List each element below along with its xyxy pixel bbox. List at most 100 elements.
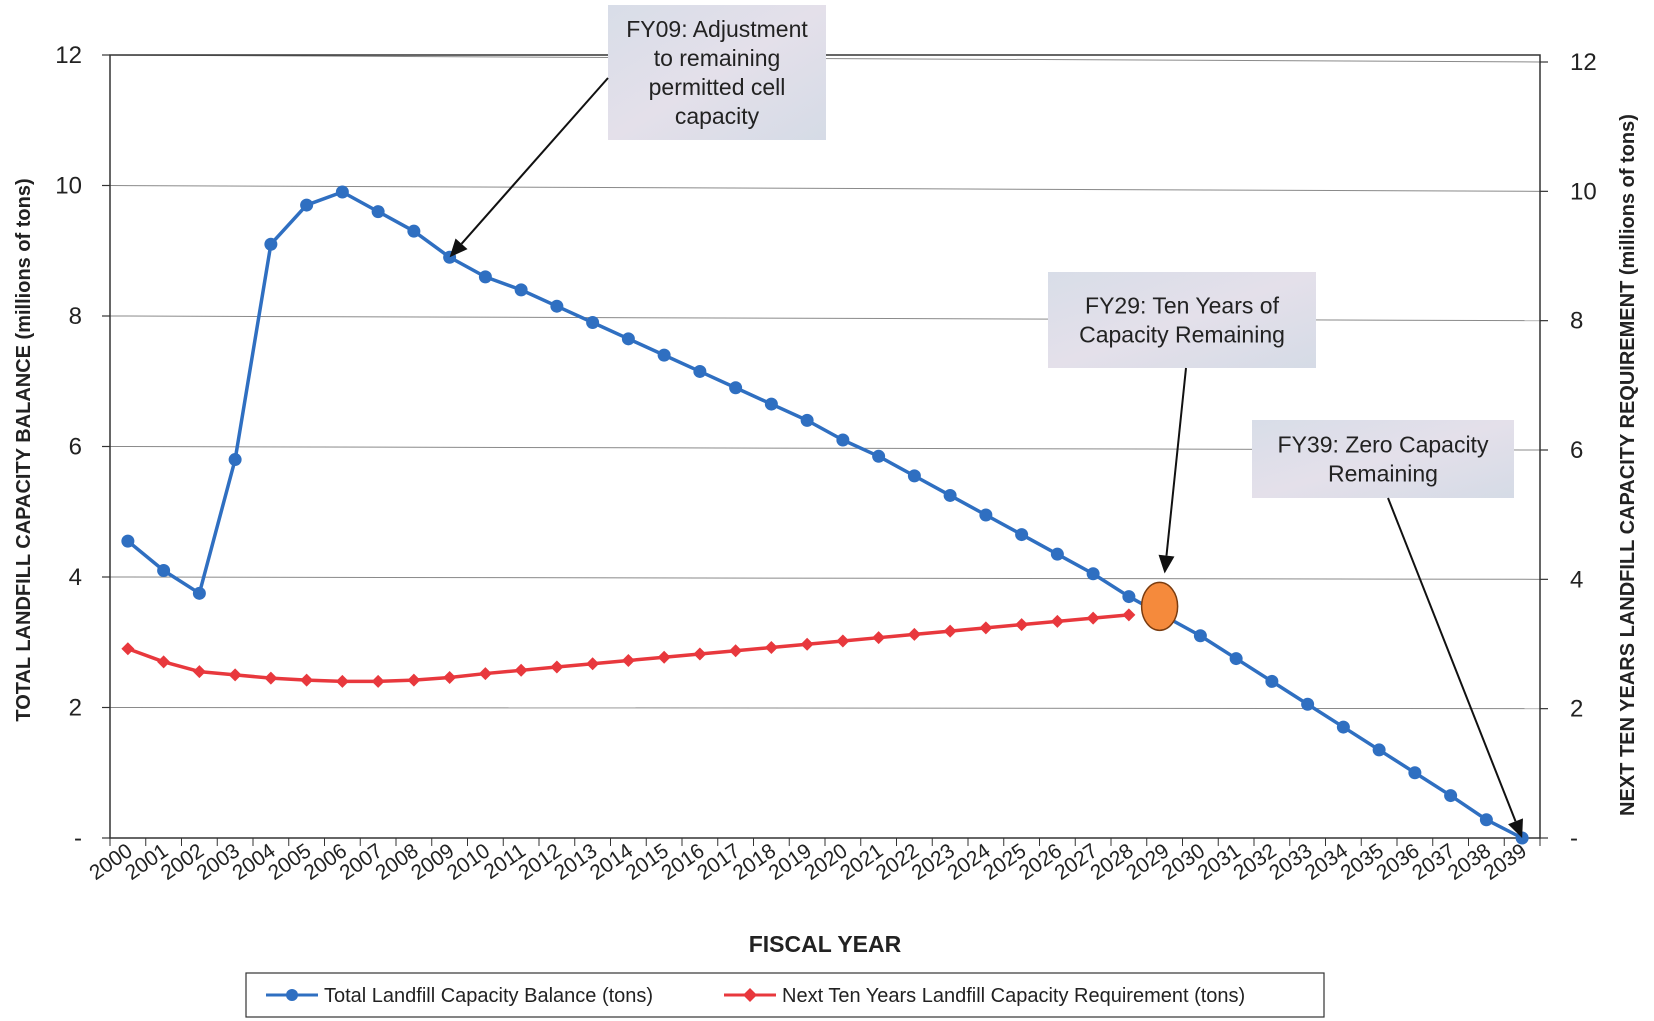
data-point (1301, 697, 1315, 711)
data-point (1015, 618, 1029, 632)
legend-label-ten-year-requirement: Next Ten Years Landfill Capacity Require… (782, 985, 1245, 1007)
data-point (264, 237, 278, 251)
legend-frame (245, 972, 1325, 1018)
annotation-arrow-line (460, 77, 609, 245)
data-point (836, 433, 850, 447)
data-point (943, 624, 957, 638)
data-point (907, 627, 921, 641)
data-point (764, 640, 778, 654)
gridline (109, 707, 1541, 710)
data-point (192, 665, 206, 679)
annotation-text: Remaining (1328, 461, 1438, 487)
data-point (1122, 608, 1136, 622)
data-point (1122, 590, 1136, 604)
series-line (126, 190, 1523, 840)
legend: Total Landfill Capacity Balance (tons) N… (245, 972, 1325, 1018)
legend-label-total-balance: Total Landfill Capacity Balance (tons) (324, 985, 653, 1007)
data-point (1086, 611, 1100, 625)
legend-item-total-balance: Total Landfill Capacity Balance (tons) (266, 985, 653, 1007)
left-tick-label: - (74, 825, 82, 852)
data-point (693, 647, 707, 661)
data-point (836, 634, 850, 648)
data-point (586, 657, 600, 671)
data-point (121, 642, 135, 656)
data-point (800, 637, 814, 651)
annotation-arrow-head (449, 238, 468, 258)
data-point (1086, 567, 1100, 581)
data-point (621, 332, 635, 346)
data-point (1229, 652, 1243, 666)
right-tick-label: 8 (1570, 308, 1583, 335)
right-tick-label: 2 (1570, 696, 1583, 723)
gridline (109, 315, 1541, 322)
annotation-arrow-line (1165, 367, 1187, 556)
data-point (1372, 743, 1386, 757)
annotation-text: FY09: Adjustment (626, 16, 808, 42)
legend-marker-ten-year-requirement (743, 988, 757, 1002)
x-axis-label: FISCAL YEAR (749, 931, 902, 957)
right-y-axis-ticks: - 2 4 6 8 10 12 (1540, 49, 1597, 852)
left-tick-label: 10 (55, 173, 82, 200)
annotation-text: to remaining (654, 45, 781, 71)
data-point (157, 563, 171, 577)
data-point (943, 488, 957, 502)
data-point (907, 469, 921, 483)
annotation-box (1252, 420, 1514, 498)
series-line (127, 613, 1130, 684)
data-point (157, 655, 171, 669)
left-y-axis-label: TOTAL LANDFILL CAPACITY BALANCE (million… (13, 178, 35, 721)
left-tick-label: 6 (69, 434, 82, 461)
highlight-marker (1140, 581, 1179, 632)
annotation-fy39: FY39: Zero Capacity Remaining (1252, 420, 1523, 838)
x-tick-label: 2039 (1480, 839, 1531, 885)
annotation-fy29: FY29: Ten Years of Capacity Remaining (1048, 272, 1316, 574)
annotation-box (608, 5, 826, 140)
data-point (371, 674, 385, 688)
left-tick-label: 4 (69, 564, 82, 591)
left-tick-label: 2 (69, 695, 82, 722)
data-point (335, 185, 349, 199)
data-point (979, 508, 993, 522)
data-point (1444, 789, 1458, 803)
annotation-text: capacity (675, 103, 760, 129)
highlight-layer (1140, 581, 1179, 632)
data-point (1015, 528, 1029, 542)
data-point (478, 667, 492, 681)
data-point (1479, 813, 1493, 827)
data-point (1050, 614, 1064, 628)
data-point (192, 586, 206, 600)
annotation-text: FY39: Zero Capacity (1278, 432, 1489, 458)
data-point (1050, 547, 1064, 561)
right-tick-label: 10 (1570, 178, 1597, 205)
data-point (1336, 720, 1350, 734)
series-layer (121, 185, 1529, 845)
legend-marker-total-balance (286, 989, 298, 1001)
annotation-layer: FY09: Adjustment to remaining permitted ce… (449, 5, 1523, 838)
legend-item-ten-year-requirement: Next Ten Years Landfill Capacity Require… (724, 985, 1245, 1007)
series-total-balance (121, 185, 1529, 845)
data-point (729, 644, 743, 658)
data-point (1265, 674, 1279, 688)
gridline (109, 185, 1541, 192)
data-point (764, 397, 778, 411)
annotation-arrow-head (1508, 818, 1523, 838)
annotation-arrow-line (1387, 497, 1517, 822)
left-tick-label: 8 (69, 303, 82, 330)
series-ten-year-requirement (121, 608, 1136, 688)
data-point (550, 660, 564, 674)
data-point (693, 364, 707, 378)
data-point (1193, 629, 1207, 643)
data-point (872, 449, 886, 463)
right-tick-label: 4 (1570, 566, 1583, 593)
data-point (300, 198, 314, 212)
data-point (228, 453, 242, 467)
data-point (264, 671, 278, 685)
gridline (109, 576, 1541, 580)
right-tick-label: 12 (1570, 49, 1597, 76)
annotation-arrow-head (1158, 554, 1175, 574)
data-point (300, 673, 314, 687)
right-tick-label: 6 (1570, 437, 1583, 464)
data-point (335, 674, 349, 688)
data-point (872, 631, 886, 645)
